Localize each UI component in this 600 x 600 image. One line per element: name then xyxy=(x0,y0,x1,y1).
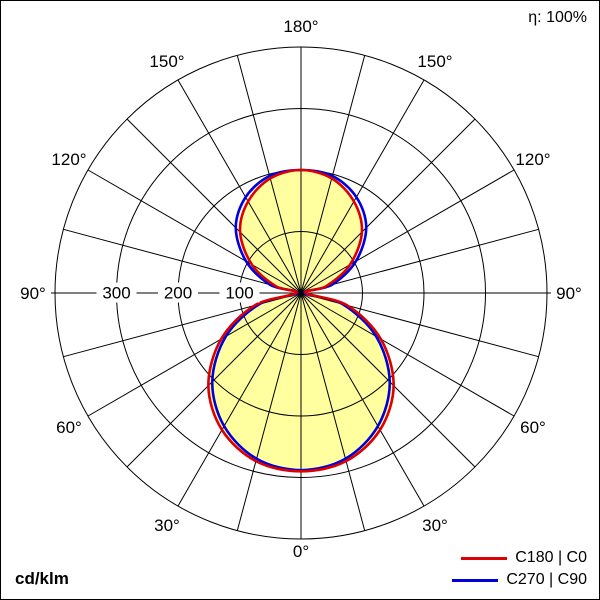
angle-label-30-right: 30° xyxy=(422,516,448,535)
grid-spoke-210 xyxy=(177,79,302,294)
grid-spoke-105 xyxy=(300,228,539,294)
grid-spoke-165 xyxy=(300,55,366,294)
radial-tick-bg-300 xyxy=(96,282,137,303)
radial-tick-label-100: 100 xyxy=(225,284,253,303)
legend-label-c90: C270 | C90 xyxy=(506,571,587,588)
angle-label-30-left: 30° xyxy=(154,516,180,535)
grid-spoke-240 xyxy=(87,169,302,294)
legend-item-c0: C180 | C0 xyxy=(452,547,587,569)
grid-spoke-15 xyxy=(300,292,366,531)
angle-label-0: 0° xyxy=(293,542,309,561)
angle-label-60-left: 60° xyxy=(56,418,82,437)
unit-label: cd/klm xyxy=(15,569,69,588)
legend-line-c0 xyxy=(461,556,508,560)
grid-spoke-315 xyxy=(126,292,302,468)
efficiency-label: η: 100% xyxy=(528,9,587,26)
legend-item-c90: C270 | C90 xyxy=(452,569,587,591)
grid-spoke-330 xyxy=(177,292,302,507)
legend: C180 | C0 C270 | C90 xyxy=(452,547,587,591)
grid-spoke-135 xyxy=(300,118,476,294)
grid-spoke-255 xyxy=(63,228,302,294)
grid-spoke-120 xyxy=(300,169,515,294)
radial-tick-bg-100 xyxy=(219,282,260,303)
angle-label-150-right: 150° xyxy=(417,52,452,71)
grid-spoke-60 xyxy=(300,292,515,417)
angle-label-60-right: 60° xyxy=(520,418,546,437)
angle-label-90-left: 90° xyxy=(20,284,46,303)
grid-spoke-30 xyxy=(300,292,425,507)
legend-label-c0: C180 | C0 xyxy=(515,549,587,566)
grid-spoke-300 xyxy=(87,292,302,417)
angle-label-180: 180° xyxy=(283,17,318,36)
radial-tick-label-200: 200 xyxy=(164,284,192,303)
grid-spoke-345 xyxy=(236,292,302,531)
radial-tick-bg-200 xyxy=(158,282,198,303)
curve-c0 xyxy=(207,168,395,473)
angle-label-120-right: 120° xyxy=(515,150,550,169)
grid-spoke-225 xyxy=(126,118,302,294)
grid-spoke-45 xyxy=(300,292,476,468)
radial-tick-label-300: 300 xyxy=(102,284,130,303)
angle-label-90-right: 90° xyxy=(556,284,582,303)
angle-label-120-left: 120° xyxy=(51,150,86,169)
grid-spoke-195 xyxy=(236,55,302,294)
grid-spoke-150 xyxy=(300,79,425,294)
angle-label-150-left: 150° xyxy=(149,52,184,71)
legend-line-c90 xyxy=(452,578,499,582)
